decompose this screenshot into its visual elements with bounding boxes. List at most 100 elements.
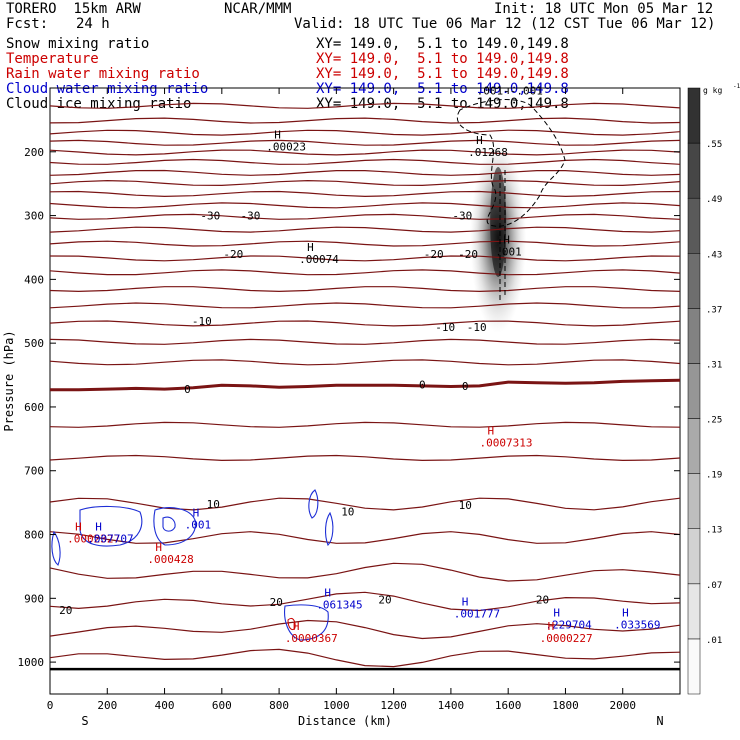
isotherm-line	[49, 169, 681, 176]
x-tick-label: 1000	[323, 699, 350, 712]
colorbar-level-label: .13	[706, 526, 722, 536]
max-marker: H	[293, 620, 300, 633]
isotherm-line	[49, 129, 681, 136]
x-tick-label: 2000	[609, 699, 636, 712]
legend-field-name: Snow mixing ratio	[6, 36, 150, 52]
isotherm-line	[49, 338, 681, 345]
isotherm-line	[49, 102, 681, 109]
max-marker: H	[622, 606, 629, 619]
init-time: Init: 18 UTC Mon 05 Mar 12	[494, 1, 714, 17]
isotherm-line	[49, 302, 681, 309]
isotherm-line	[49, 226, 681, 233]
isotherm-line	[49, 149, 681, 156]
max-value-label: .001	[495, 245, 521, 258]
colorbar-level-label: .31	[706, 360, 722, 370]
cloud-water-contour	[153, 507, 196, 546]
legend-field-name: Temperature	[6, 51, 99, 67]
cloud-water-contour	[308, 489, 319, 519]
max-value-label: .229704	[545, 618, 592, 631]
max-marker: H	[324, 587, 331, 600]
cloud-ice-top-label: .001--.001	[477, 84, 543, 97]
max-value-label: .0000227	[540, 632, 593, 645]
legend-field-section: XY= 149.0, 5.1 to 149.0,149.8	[316, 81, 569, 97]
colorbar-level-label: .37	[706, 305, 722, 315]
cloud-water-contour	[79, 505, 143, 547]
max-marker: H	[548, 620, 555, 633]
y-tick-label: 300	[24, 210, 44, 223]
isotherm-label: -20	[424, 248, 444, 261]
colorbar-level-label: .25	[706, 416, 722, 426]
colorbar-unit: g kg	[703, 86, 722, 95]
cloud-water-contour	[284, 604, 329, 641]
x-tick-label: 800	[269, 699, 289, 712]
colorbar-swatch	[687, 363, 701, 419]
isotherm-label: -20	[223, 248, 243, 261]
y-tick-label: 500	[24, 337, 44, 350]
organization-label: NCAR/MMM	[224, 1, 292, 17]
isotherm-line	[49, 359, 681, 366]
colorbar-unit-exponent: -1	[733, 83, 740, 90]
max-marker: H	[95, 520, 102, 533]
isotherm-line	[49, 619, 681, 640]
x-tick-label: 600	[212, 699, 232, 712]
y-tick-label: 800	[24, 529, 44, 542]
cloud-ice-contour	[457, 99, 566, 227]
isotherm-label: 20	[378, 594, 391, 607]
y-tick-label: 900	[24, 592, 44, 605]
colorbar-level-label: .49	[706, 195, 722, 205]
y-tick-label: 400	[24, 273, 44, 286]
max-marker: H	[307, 241, 314, 254]
south-end-label: S	[81, 714, 88, 728]
max-value-label: .001777	[454, 608, 500, 621]
forecast-hours: 24 h	[76, 16, 110, 32]
colorbar-swatch	[687, 473, 701, 529]
x-tick-label: 1600	[495, 699, 522, 712]
isotherm-label: -30	[200, 210, 220, 223]
isotherm-line	[49, 421, 681, 428]
max-marker: H	[462, 596, 469, 609]
max-value-label: .007707	[87, 532, 133, 545]
max-value-label: .00023	[266, 141, 306, 154]
isotherm-label: -30	[452, 210, 472, 223]
isotherm-line	[49, 158, 681, 165]
max-value-label: .033569	[614, 618, 660, 631]
max-value-label: .0007313	[480, 437, 533, 450]
isotherm-line	[49, 648, 681, 668]
colorbar-swatch	[687, 418, 701, 474]
isotherm-label: -10	[467, 321, 487, 334]
cloud-water-contour	[162, 516, 176, 532]
cloud-water-contour	[51, 530, 61, 566]
plot-frame	[49, 87, 681, 695]
isotherm-line	[49, 213, 681, 220]
max-value-label: .061345	[316, 599, 362, 612]
colorbar-swatch	[687, 87, 701, 144]
isotherm-line	[49, 255, 681, 262]
colorbar-level-label: .07	[706, 581, 722, 591]
isotherm-line	[49, 202, 681, 209]
max-value-label: .01268	[468, 146, 508, 159]
colorbar-level-label: .43	[706, 250, 722, 260]
max-value-label: .0000367	[285, 632, 338, 645]
isotherm-line	[49, 497, 681, 511]
colorbar-swatch	[687, 308, 701, 364]
isotherm-line	[49, 454, 681, 462]
isotherm-label: 10	[341, 506, 354, 519]
legend-field-section: XY= 149.0, 5.1 to 149.0,149.8	[316, 96, 569, 112]
legend-field-name: Rain water mixing ratio	[6, 66, 200, 82]
forecast-label: Fcst:	[6, 16, 49, 32]
colorbar-level-label: .01	[706, 636, 722, 646]
isotherm-line	[49, 179, 681, 187]
max-value-label: .001	[185, 518, 212, 531]
isotherm-line	[49, 240, 681, 247]
x-tick-label: 1800	[552, 699, 579, 712]
freezing-level-line	[50, 378, 681, 392]
x-tick-label: 1200	[380, 699, 407, 712]
isotherm-line	[49, 531, 681, 544]
y-tick-label: 600	[24, 401, 44, 414]
isotherm-line	[49, 562, 681, 582]
isotherm-label: 10	[459, 499, 472, 512]
north-end-label: N	[656, 714, 663, 728]
max-marker: H	[476, 134, 483, 147]
isotherm-label: 0	[184, 383, 191, 396]
isotherm-label: -10	[192, 315, 212, 328]
